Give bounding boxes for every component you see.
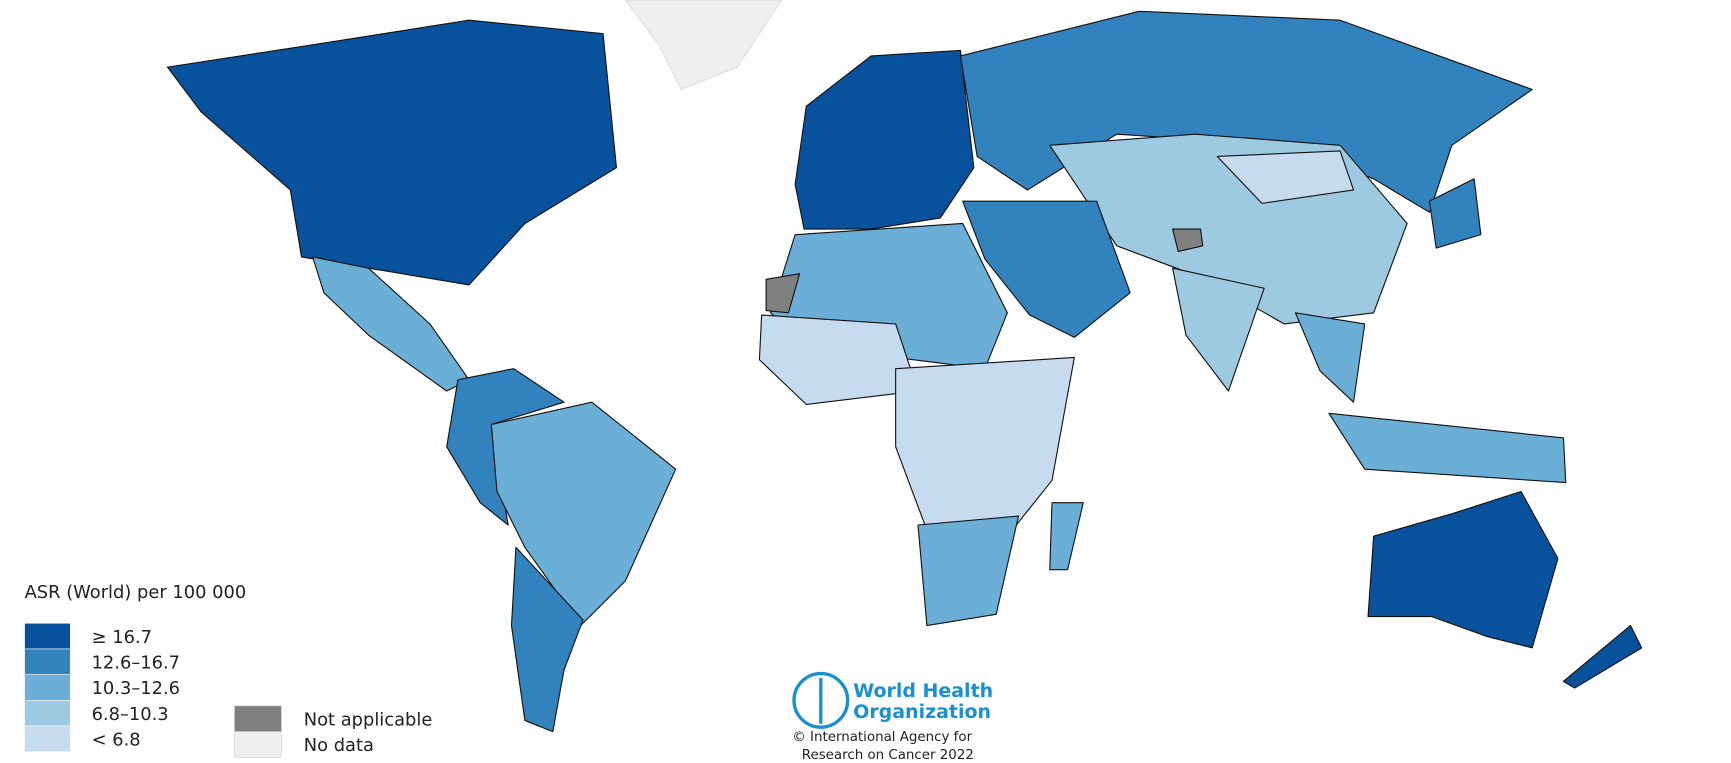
legend-swatch bbox=[24, 700, 71, 727]
australia bbox=[1367, 490, 1559, 649]
southern-cone bbox=[510, 546, 584, 733]
legend-swatch bbox=[24, 725, 71, 752]
southeast-asia bbox=[1294, 312, 1366, 403]
middle-east bbox=[962, 200, 1131, 338]
kashmir bbox=[1172, 228, 1204, 252]
legend-swatch bbox=[24, 623, 71, 650]
logo-text: World Health bbox=[853, 680, 993, 702]
who-logo: World Health Organization bbox=[792, 671, 993, 729]
legend-label: 6.8–10.3 bbox=[92, 704, 169, 725]
greenland bbox=[624, 0, 783, 91]
logo-emblem bbox=[792, 671, 850, 729]
madagascar bbox=[1049, 502, 1084, 571]
japan bbox=[1428, 178, 1482, 249]
legend: ≥ 16.7 12.6–16.7 10.3–12.6 6.8–10.3 < 6.8 Not… bbox=[24, 623, 433, 758]
russia bbox=[959, 10, 1533, 213]
logo-text: Organization bbox=[853, 701, 991, 723]
credit: Research on Cancer 2022 bbox=[802, 748, 974, 763]
legend-label: Not applicable bbox=[304, 709, 433, 730]
legend-swatch bbox=[24, 648, 71, 675]
new-zealand bbox=[1562, 624, 1643, 689]
legend-label: < 6.8 bbox=[92, 730, 141, 751]
legend-label: No data bbox=[304, 735, 374, 756]
west-africa bbox=[758, 314, 919, 405]
southern-africa bbox=[917, 515, 1020, 627]
india bbox=[1172, 267, 1265, 392]
indonesia bbox=[1328, 412, 1567, 484]
western-sahara bbox=[765, 273, 801, 314]
legend-swatch bbox=[24, 674, 71, 701]
legend-swatch bbox=[234, 731, 282, 758]
central-africa bbox=[895, 356, 1075, 537]
legend-swatch bbox=[234, 705, 282, 732]
credit: © International Agency for bbox=[792, 730, 972, 745]
legend-title: ASR (World) per 100 000 bbox=[25, 582, 247, 603]
legend-label: ≥ 16.7 bbox=[92, 627, 152, 648]
mongolia bbox=[1216, 150, 1355, 204]
north-america bbox=[166, 19, 618, 286]
brazil bbox=[490, 401, 677, 627]
legend-label: 10.3–12.6 bbox=[92, 678, 180, 699]
europe bbox=[794, 49, 975, 230]
legend-label: 12.6–16.7 bbox=[92, 652, 180, 673]
land-areas bbox=[166, 0, 1643, 733]
